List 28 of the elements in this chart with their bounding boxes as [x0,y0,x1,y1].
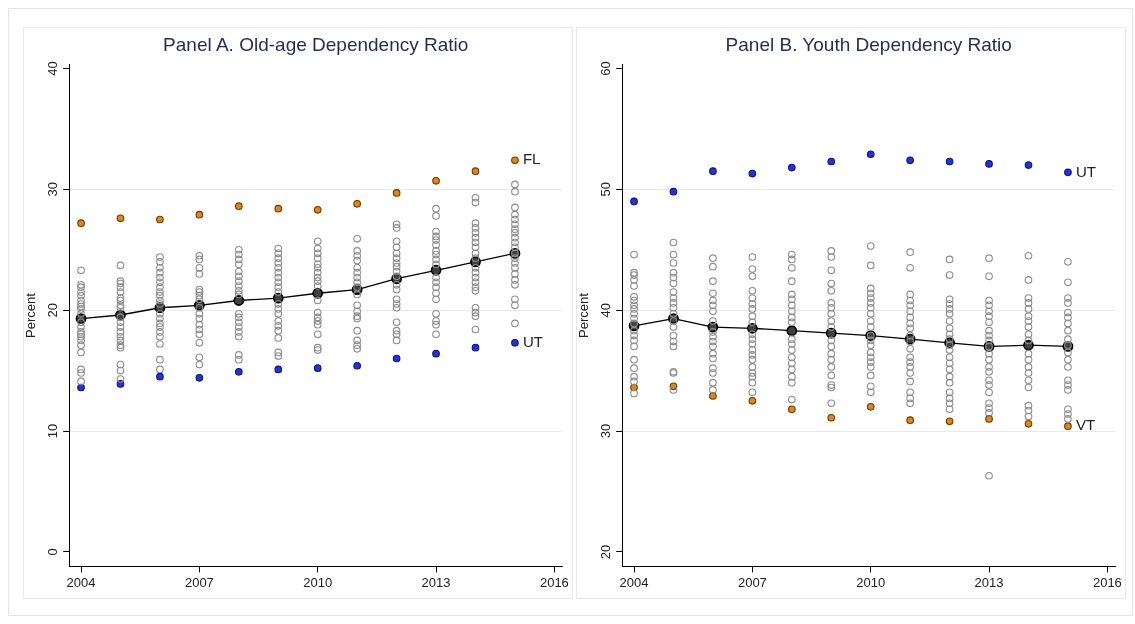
series-label: UT [1075,162,1096,180]
y-tick-label: 60 [597,61,613,76]
x-tick-label: 2016 [539,574,569,590]
y-axis-title: Percent [23,292,39,339]
y-tick-label: 0 [44,548,60,556]
y-tick-label: 10 [44,423,60,439]
y-tick-label: 40 [597,302,613,318]
x-tick-label: 2016 [1092,574,1122,590]
y-tick-label: 30 [44,182,60,197]
x-tick-label: 2013 [974,574,1004,590]
x-tick-label: 2010 [856,574,886,590]
series-label: FL [522,150,541,168]
y-tick-label: 20 [44,302,60,318]
y-tick-label: 40 [44,61,60,76]
x-tick-label: 2004 [66,574,96,590]
x-tick-label: 2010 [303,574,333,590]
chart-title: Panel B. Youth Dependency Ratio [725,33,1012,55]
x-tick-label: 2013 [421,574,451,590]
series-label: VT [1075,416,1096,434]
y-tick-label: 50 [597,182,613,197]
chart-title: Panel A. Old-age Dependency Ratio [163,33,469,55]
x-tick-label: 2007 [737,574,767,590]
y-tick-label: 30 [597,423,613,439]
x-tick-label: 2004 [619,574,649,590]
x-tick-label: 2007 [184,574,214,590]
y-tick-label: 20 [597,544,613,560]
series-label: UT [522,332,543,350]
y-axis-title: Percent [576,292,592,339]
